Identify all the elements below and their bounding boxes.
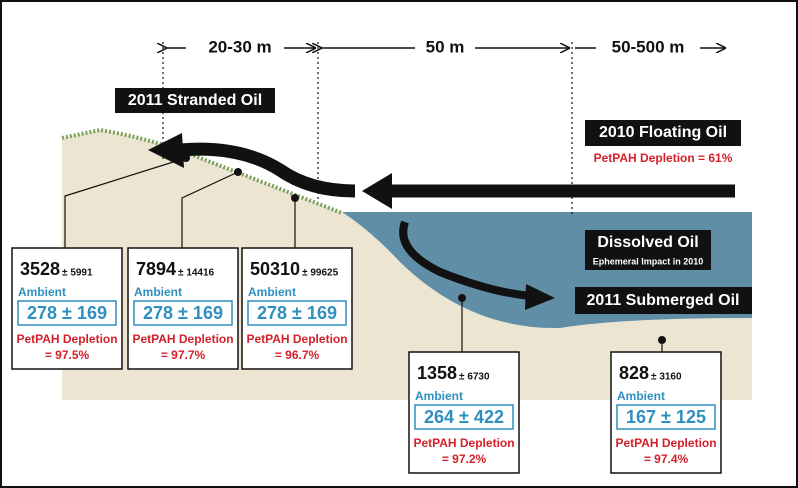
sample-spread: ± 99625 — [302, 268, 339, 279]
ambient-label: Ambient — [18, 285, 66, 299]
floating-label: 2010 Floating Oil — [599, 124, 727, 141]
distance-label: 50 m — [426, 37, 465, 56]
sample-spread: ± 14416 — [178, 268, 215, 279]
grass — [61, 127, 343, 215]
label-bg — [596, 38, 700, 58]
sample-value: 7894 — [136, 259, 176, 279]
ambient-box — [247, 300, 347, 326]
ambient-value: 278 ± 169 — [143, 303, 223, 323]
stranding-arrow-head — [148, 133, 184, 168]
ambient-value: 264 ± 422 — [424, 407, 504, 427]
submerging-arrow — [399, 220, 531, 300]
floating-depletion: PetPAH Depletion = 61% — [594, 151, 733, 165]
ambient-value: 167 ± 125 — [626, 407, 706, 427]
dashed-guides — [162, 42, 573, 215]
submerged-label: 2011 Submerged Oil — [587, 292, 740, 309]
depletion-value: = 97.4% — [644, 452, 689, 466]
ambient-label: Ambient — [617, 389, 665, 403]
sample-value: 3528 — [20, 259, 60, 279]
depletion-label: PetPAH Depletion — [413, 436, 514, 450]
sample-dots — [182, 154, 666, 344]
depletion-label: PetPAH Depletion — [246, 332, 347, 346]
sample-spread: ± 5991 — [62, 268, 93, 279]
submerging-arrow-head — [525, 284, 555, 310]
ambient-label: Ambient — [134, 285, 182, 299]
depletion-value: = 96.7% — [275, 348, 320, 362]
depletion-label: PetPAH Depletion — [615, 436, 716, 450]
label-pill — [585, 230, 711, 270]
floating-arrow-head — [362, 173, 392, 209]
sample-value: 828 — [619, 363, 649, 383]
connectors — [64, 157, 663, 352]
label-bg — [186, 38, 284, 58]
depletion-value: = 97.7% — [161, 348, 206, 362]
label-bg — [415, 38, 475, 58]
sample-value: 1358 — [417, 363, 457, 383]
depletion-label: PetPAH Depletion — [16, 332, 117, 346]
distance-label: 20-30 m — [208, 37, 271, 56]
depletion-value: = 97.5% — [45, 348, 90, 362]
ambient-box — [133, 300, 233, 326]
label-pill — [585, 120, 741, 146]
label-pill — [575, 287, 752, 314]
label-pill — [115, 88, 275, 113]
dissolved-label: Dissolved Oil — [597, 234, 698, 251]
depletion-label: PetPAH Depletion — [132, 332, 233, 346]
ambient-label: Ambient — [248, 285, 296, 299]
stranded-label: 2011 Stranded Oil — [128, 92, 262, 109]
sample-spread: ± 6730 — [459, 372, 490, 383]
ambient-value: 278 ± 169 — [257, 303, 337, 323]
dissolved-note: Ephemeral Impact in 2010 — [593, 256, 704, 266]
ambient-label: Ambient — [415, 389, 463, 403]
ambient-value: 278 ± 169 — [27, 303, 107, 323]
distance-label: 50-500 m — [612, 37, 685, 56]
depletion-value: = 97.2% — [442, 452, 487, 466]
sample-spread: ± 3160 — [651, 372, 682, 383]
sample-value: 50310 — [250, 259, 300, 279]
stranding-arrow — [179, 142, 356, 198]
ambient-box — [414, 404, 514, 430]
ambient-box — [616, 404, 716, 430]
ambient-box — [17, 300, 117, 326]
